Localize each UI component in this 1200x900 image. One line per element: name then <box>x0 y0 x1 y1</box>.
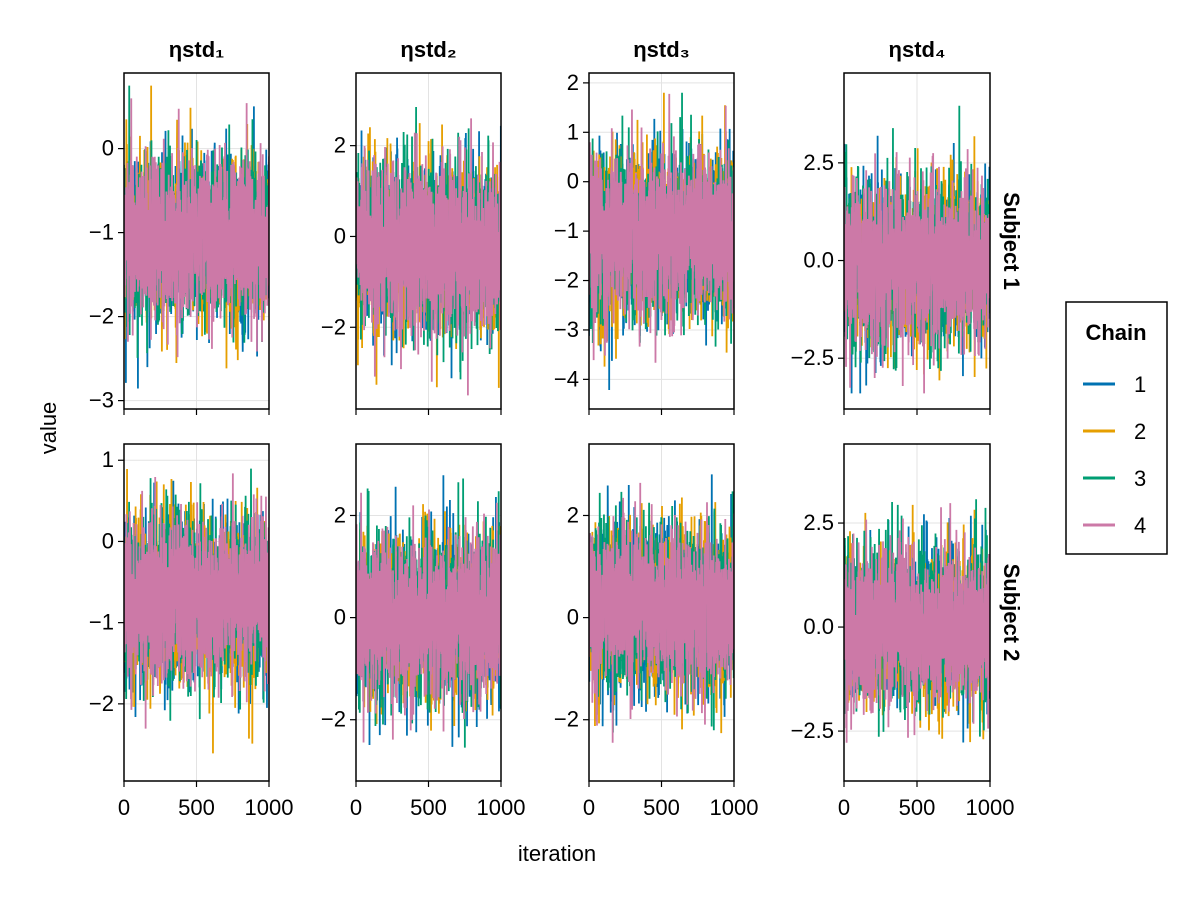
series-traces <box>844 499 990 743</box>
y-tick-label: 0 <box>567 169 579 194</box>
y-tick-label: −2.5 <box>791 345 834 370</box>
series-traces <box>356 106 501 396</box>
panel-r1-c1: 0 −1 −2 −3 ηstd₁ <box>89 37 270 415</box>
x-tick-label: 500 <box>410 795 447 820</box>
x-axis-label: iteration <box>518 841 596 866</box>
y-tick-label: 0.0 <box>803 614 834 639</box>
y-tick-label: −2 <box>554 268 579 293</box>
x-tick-label: 0 <box>118 795 130 820</box>
y-tick-label: −2 <box>554 707 579 732</box>
legend-box <box>1065 301 1168 555</box>
panel-r2-c1: 1 0 −1 −2 0 500 1000 <box>89 443 294 820</box>
y-tick-label: −2 <box>89 691 114 716</box>
y-tick-label: −3 <box>554 317 579 342</box>
y-tick-label: 0 <box>102 528 114 553</box>
row-label: Subject 2 <box>999 564 1024 662</box>
series-traces <box>124 468 269 754</box>
y-tick-label: 2.5 <box>803 510 834 535</box>
row-label: Subject 1 <box>999 192 1024 290</box>
legend-items: 1 2 3 4 <box>1083 372 1146 538</box>
y-tick-label: 0 <box>334 223 346 248</box>
y-tick-label: −2 <box>321 707 346 732</box>
legend-label: 2 <box>1134 419 1146 444</box>
x-tick-label: 1000 <box>245 795 294 820</box>
y-tick-label: 2 <box>567 502 579 527</box>
x-tick-label: 1000 <box>710 795 759 820</box>
series-traces <box>356 475 501 748</box>
x-tick-label: 0 <box>350 795 362 820</box>
series-traces <box>589 474 734 743</box>
y-tick-label: −4 <box>554 366 579 391</box>
column-title: ηstd₂ <box>400 37 456 62</box>
series-traces <box>124 85 269 389</box>
x-tick-label: 500 <box>899 795 936 820</box>
y-tick-label: −3 <box>89 388 114 413</box>
x-tick-label: 500 <box>178 795 215 820</box>
panel-r2-c4: 2.5 0.0 −2.5 0 500 1000 Subject 2 <box>791 443 1024 820</box>
legend-label: 3 <box>1134 466 1146 491</box>
series-line-chain-4 <box>589 93 734 363</box>
y-tick-label: −1 <box>89 610 114 635</box>
x-tick-label: 0 <box>838 795 850 820</box>
legend-title: Chain <box>1085 320 1146 345</box>
x-tick-label: 0 <box>583 795 595 820</box>
y-tick-label: 0 <box>567 605 579 630</box>
column-title: ηstd₁ <box>169 37 225 62</box>
series-line-chain-4 <box>124 473 269 729</box>
column-title: ηstd₃ <box>633 37 690 62</box>
x-tick-label: 1000 <box>966 795 1015 820</box>
x-tick-label: 1000 <box>477 795 526 820</box>
series-line-chain-4 <box>356 492 501 743</box>
series-traces <box>589 92 734 391</box>
panel-r1-c4: 2.5 0.0 −2.5 ηstd₄ Subject 1 <box>791 37 1024 415</box>
y-tick-label: 2 <box>567 70 579 95</box>
panel-grid: 0 −1 −2 −3 ηstd₁ 2 0 −2 ηstd₂ 2 1 0 −1 −2 −3 −4 ηstd₃ 2.5… <box>89 37 1024 820</box>
column-title: ηstd₄ <box>889 37 946 62</box>
panel-r1-c2: 2 0 −2 ηstd₂ <box>321 37 502 415</box>
y-tick-label: 2 <box>334 502 346 527</box>
y-tick-label: 2 <box>334 133 346 158</box>
panel-r2-c3: 2 0 −2 0 500 1000 <box>554 443 759 820</box>
y-tick-label: 2.5 <box>803 150 834 175</box>
y-tick-label: −2 <box>89 304 114 329</box>
y-tick-label: −1 <box>554 218 579 243</box>
y-tick-label: 0 <box>102 136 114 161</box>
panel-r2-c2: 2 0 −2 0 500 1000 <box>321 443 526 820</box>
series-traces <box>844 105 990 394</box>
y-tick-label: −1 <box>89 220 114 245</box>
y-tick-label: 1 <box>567 119 579 144</box>
y-tick-label: −2 <box>321 314 346 339</box>
y-tick-label: 0.0 <box>803 248 834 273</box>
y-axis-label: value <box>36 402 61 455</box>
series-line-chain-4 <box>124 98 269 358</box>
legend-label: 4 <box>1134 513 1146 538</box>
panel-r1-c3: 2 1 0 −1 −2 −3 −4 ηstd₃ <box>554 37 735 415</box>
legend: Chain 1 2 3 4 <box>1065 301 1168 555</box>
series-line-chain-4 <box>844 149 990 394</box>
y-tick-label: −2.5 <box>791 718 834 743</box>
x-tick-label: 500 <box>643 795 680 820</box>
y-tick-label: 0 <box>334 605 346 630</box>
series-line-chain-4 <box>589 482 734 743</box>
y-tick-label: 1 <box>102 447 114 472</box>
legend-label: 1 <box>1134 372 1146 397</box>
series-line-chain-4 <box>844 503 990 743</box>
series-line-chain-4 <box>356 118 501 396</box>
